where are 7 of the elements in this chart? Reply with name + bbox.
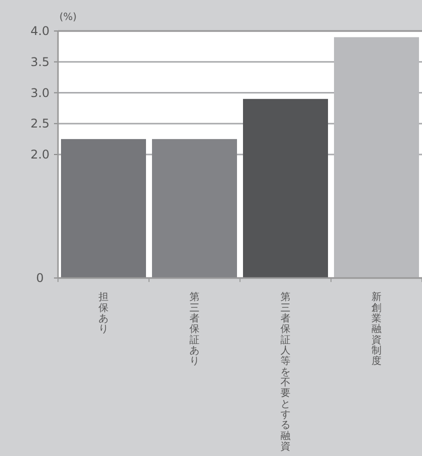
y-tick-label: 3.5 (30, 54, 50, 69)
y-tick-label: 0 (36, 271, 44, 285)
y-tick-label: 2.5 (30, 116, 50, 131)
y-tick-label: 4.0 (30, 24, 50, 38)
y-tick-label: 3.0 (30, 86, 50, 100)
y-tick-label: 2.0 (30, 148, 50, 162)
y-axis-title: (%) (59, 12, 77, 23)
